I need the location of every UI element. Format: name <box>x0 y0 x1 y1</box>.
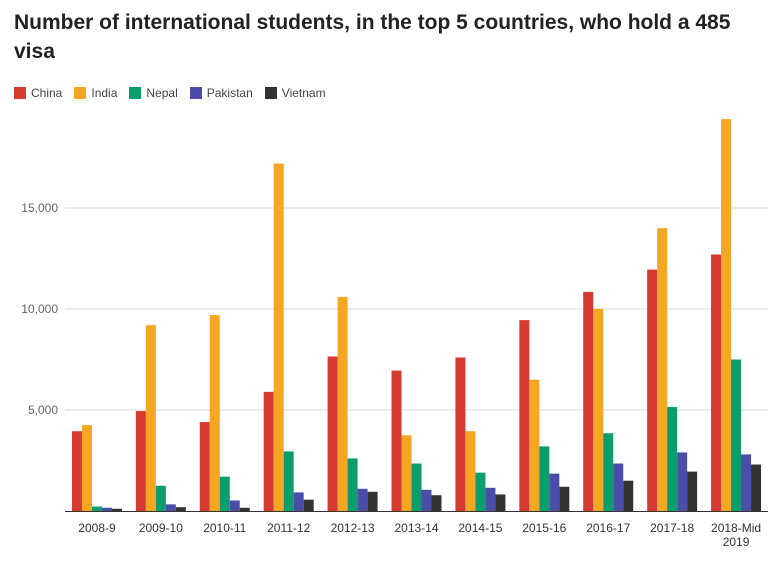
bar-india <box>593 309 604 511</box>
bar-pakistan <box>485 487 496 511</box>
x-tick-label: 2015-16 <box>522 521 566 535</box>
bar-vietnam <box>303 499 314 511</box>
bar-china <box>71 431 82 511</box>
legend-swatch-nepal <box>129 87 142 99</box>
bar-china <box>583 291 594 511</box>
legend-swatch-vietnam <box>264 87 277 99</box>
bar-india <box>337 296 348 511</box>
legend-swatch-china <box>14 87 26 99</box>
bar-nepal <box>539 446 550 511</box>
x-tick-label: 2009-10 <box>139 521 183 535</box>
legend: China India Nepal Pakistan Vietnam <box>14 86 338 100</box>
bar-pakistan <box>677 452 688 511</box>
x-tick-label: 2019 <box>723 535 750 549</box>
chart-title: Number of international students, in the… <box>14 11 731 63</box>
y-tick-label: 10,000 <box>21 302 58 316</box>
bar-pakistan <box>421 489 432 511</box>
bar-nepal <box>475 472 486 511</box>
bar-vietnam <box>431 495 442 511</box>
bar-nepal <box>283 451 294 511</box>
bar-vietnam <box>623 480 634 511</box>
bar-vietnam <box>495 494 506 511</box>
bar-vietnam <box>751 464 762 511</box>
legend-label-india: India <box>91 86 118 100</box>
legend-item-vietnam: Vietnam <box>264 86 326 100</box>
bar-china <box>135 411 146 511</box>
legend-item-china: China <box>14 86 62 100</box>
bar-china <box>711 254 722 511</box>
bar-vietnam <box>687 471 698 511</box>
legend-label-nepal: Nepal <box>146 86 178 100</box>
bar-vietnam <box>559 486 570 511</box>
y-tick-label: 5,000 <box>28 403 58 417</box>
x-tick-label: 2008-9 <box>78 521 116 535</box>
legend-item-nepal: Nepal <box>129 86 178 100</box>
bar-china <box>391 370 402 511</box>
bar-nepal <box>667 406 678 511</box>
y-tick-label: 15,000 <box>21 201 58 215</box>
x-tick-label: 2018-Mid <box>711 521 761 535</box>
bar-india <box>657 228 668 511</box>
bar-pakistan <box>741 454 752 511</box>
x-tick-label: 2012-13 <box>331 521 375 535</box>
bar-india <box>465 431 476 511</box>
bar-china <box>327 356 338 511</box>
bar-india <box>209 315 220 511</box>
x-tick-label: 2011-12 <box>267 521 310 535</box>
bar-india <box>145 325 156 511</box>
bar-nepal <box>603 433 614 511</box>
bar-india <box>529 379 540 511</box>
bar-pakistan <box>613 463 624 511</box>
bar-india <box>721 119 732 512</box>
x-tick-label: 2010-11 <box>203 521 246 535</box>
bar-india <box>273 163 284 511</box>
bar-pakistan <box>293 492 304 511</box>
bar-pakistan <box>229 500 240 511</box>
legend-swatch-pakistan <box>189 87 202 99</box>
bar-nepal <box>347 458 358 511</box>
bar-china <box>263 391 274 511</box>
legend-label-china: China <box>31 86 63 100</box>
bar-pakistan <box>101 507 112 511</box>
bar-china <box>199 422 210 511</box>
bar-pakistan <box>357 488 368 511</box>
bar-nepal <box>155 485 166 511</box>
legend-swatch-india <box>74 87 87 99</box>
bar-india <box>81 425 92 511</box>
bar-vietnam <box>111 508 122 511</box>
bar-vietnam <box>175 507 186 511</box>
legend-label-pakistan: Pakistan <box>206 86 253 100</box>
x-tick-label: 2016-17 <box>586 521 630 535</box>
x-tick-label: 2013-14 <box>394 521 438 535</box>
bar-pakistan <box>165 504 176 511</box>
bar-nepal <box>411 463 422 511</box>
x-tick-label: 2014-15 <box>458 521 502 535</box>
x-tick-label: 2017-18 <box>650 521 694 535</box>
bar-nepal <box>91 506 102 511</box>
bar-pakistan <box>549 473 560 511</box>
legend-item-pakistan: Pakistan <box>189 86 253 100</box>
bar-china <box>647 269 658 511</box>
legend-item-india: India <box>74 86 117 100</box>
bar-vietnam <box>367 491 378 511</box>
legend-label-vietnam: Vietnam <box>281 86 326 100</box>
bar-china <box>455 357 466 511</box>
bar-nepal <box>731 359 742 511</box>
bar-vietnam <box>239 507 250 511</box>
bar-india <box>401 435 412 511</box>
bar-nepal <box>219 476 230 511</box>
bar-china <box>519 320 530 511</box>
